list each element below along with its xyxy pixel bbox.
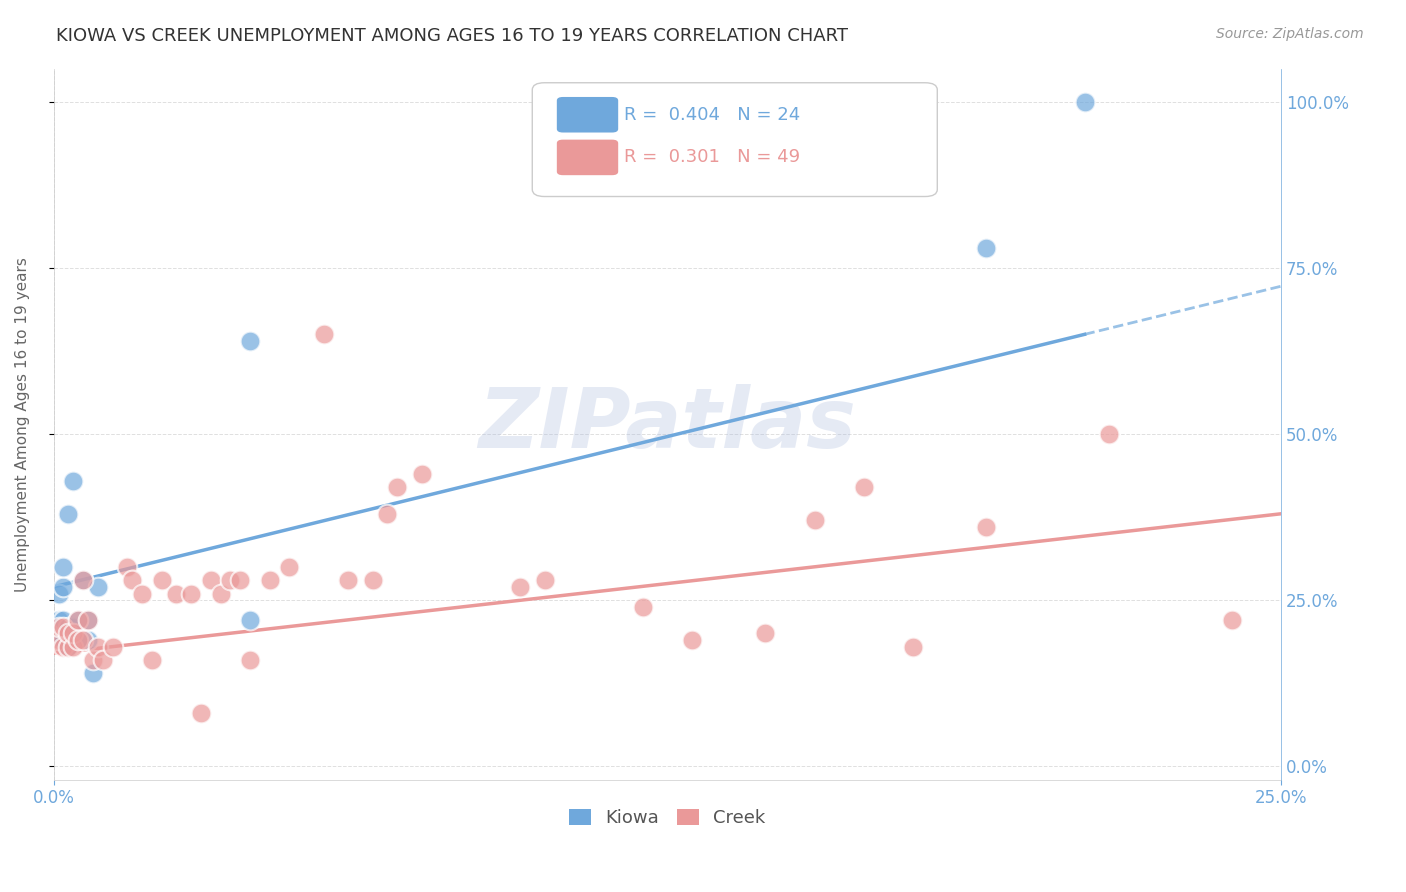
Point [58,626,80,640]
Point [200,573,222,587]
Text: KIOWA VS CREEK UNEMPLOYMENT AMONG AGES 16 TO 19 YEARS CORRELATION CHART: KIOWA VS CREEK UNEMPLOYMENT AMONG AGES 1… [56,27,848,45]
Point [67,633,90,648]
Point [87,580,110,594]
Point [52,613,75,627]
Point [58,507,80,521]
Point [67,633,90,648]
Point [239,334,262,348]
Point [52,560,75,574]
Point [77,613,100,627]
Point [62,633,84,648]
Point [312,327,335,342]
Point [1098,427,1121,442]
Point [1220,613,1243,627]
Point [209,586,232,600]
Point [131,586,153,600]
Point [278,560,301,574]
Point [48,613,70,627]
Point [141,653,163,667]
Point [387,480,409,494]
Legend: Kiowa, Creek: Kiowa, Creek [562,802,773,835]
Point [48,626,70,640]
Point [72,573,94,587]
Point [52,633,75,648]
Point [117,560,139,574]
Point [52,620,75,634]
Point [52,640,75,654]
Point [62,474,84,488]
Point [62,620,84,634]
Point [377,507,399,521]
Point [72,573,94,587]
Point [48,633,70,648]
Point [72,633,94,648]
Point [52,580,75,594]
Point [509,580,531,594]
Text: R =  0.301   N = 49: R = 0.301 N = 49 [624,148,800,167]
Point [976,241,998,255]
Point [361,573,384,587]
Point [77,613,100,627]
Point [852,480,875,494]
FancyBboxPatch shape [533,83,938,196]
Point [1073,95,1095,109]
Point [239,653,262,667]
FancyBboxPatch shape [557,140,619,175]
Point [62,640,84,654]
Point [48,620,70,634]
Point [631,599,654,614]
Point [62,626,84,640]
Point [229,573,252,587]
Point [239,613,262,627]
Point [681,633,703,648]
Point [67,613,90,627]
Point [87,640,110,654]
Point [180,586,202,600]
Point [67,613,90,627]
Point [219,573,242,587]
Point [58,620,80,634]
Y-axis label: Unemployment Among Ages 16 to 19 years: Unemployment Among Ages 16 to 19 years [15,257,30,591]
Point [58,640,80,654]
Text: R =  0.404   N = 24: R = 0.404 N = 24 [624,106,800,124]
Point [48,586,70,600]
Point [259,573,281,587]
Point [121,573,143,587]
Point [82,666,104,681]
Point [337,573,360,587]
Point [77,633,100,648]
Text: ZIPatlas: ZIPatlas [478,384,856,465]
Point [190,706,212,721]
Point [82,653,104,667]
Point [58,640,80,654]
FancyBboxPatch shape [557,97,619,133]
Point [754,626,776,640]
Point [165,586,187,600]
Point [803,513,825,527]
Point [976,520,998,534]
Point [150,573,173,587]
Point [101,640,124,654]
Point [533,573,555,587]
Point [411,467,433,481]
Point [91,653,114,667]
Text: Source: ZipAtlas.com: Source: ZipAtlas.com [1216,27,1364,41]
Point [901,640,924,654]
